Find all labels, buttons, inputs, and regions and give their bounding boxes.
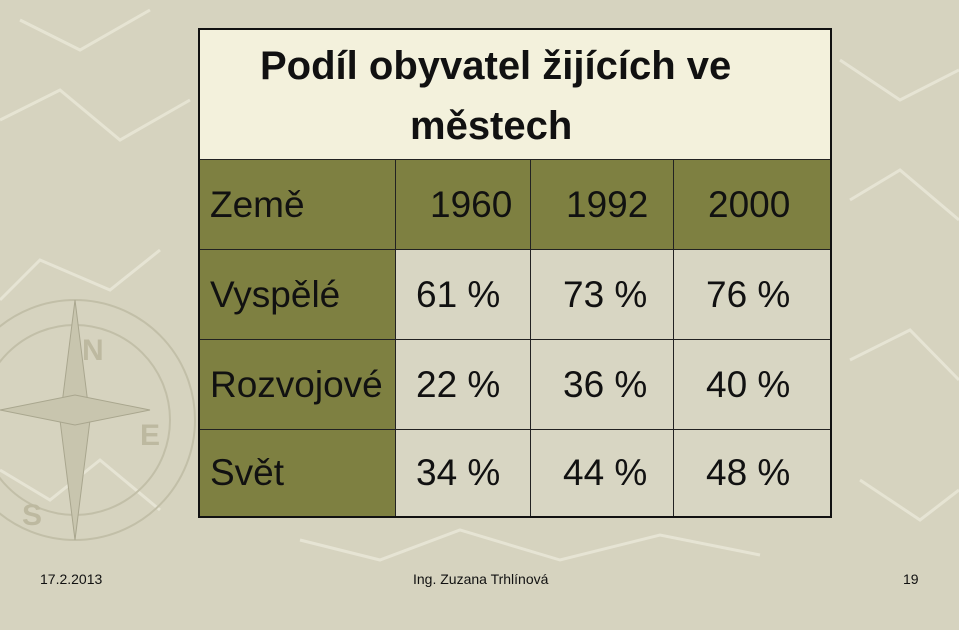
footer-page-number: 19 [903,571,919,587]
header-cell-1992: 1992 [531,160,674,250]
slide-title-line-1: Podíl obyvatel žijících ve [260,44,732,88]
row-label-cell: Rozvojové [200,340,396,430]
header-cell-1960: 1960 [396,160,531,250]
table-row: Rozvojové 22 % 36 % 40 % [200,340,830,430]
urban-population-table: Podíl obyvatel žijících ve městech Země … [198,28,832,518]
header-label: 1960 [430,183,513,225]
value-text: 36 % [563,363,648,405]
header-cell-country: Země [200,160,396,250]
svg-text:S: S [22,499,42,532]
value-text: 61 % [416,273,501,315]
value-text: 48 % [706,452,791,493]
value-cell: 44 % [531,430,674,516]
svg-text:N: N [82,334,104,367]
value-text: 73 % [563,273,648,315]
value-cell: 61 % [396,250,531,340]
header-label: 1992 [566,183,649,225]
row-label-cell: Vyspělé [200,250,396,340]
footer-author: Ing. Zuzana Trhlínová [413,571,549,587]
table-row: Vyspělé 61 % 73 % 76 % [200,250,830,340]
header-label: Země [210,183,305,225]
table-row: Svět 34 % 44 % 48 % [200,430,830,516]
slide-title-line-2: městech [410,104,573,148]
value-cell: 40 % [674,340,830,430]
header-cell-2000: 2000 [674,160,830,250]
value-cell: 76 % [674,250,830,340]
svg-text:E: E [140,419,160,452]
table-title-cell: Podíl obyvatel žijících ve městech [200,30,830,160]
row-label: Svět [210,452,285,493]
value-text: 34 % [416,452,501,493]
row-label: Vyspělé [210,273,341,315]
value-text: 44 % [563,452,648,493]
value-cell: 73 % [531,250,674,340]
value-text: 22 % [416,363,501,405]
value-cell: 34 % [396,430,531,516]
row-label-cell: Svět [200,430,396,516]
value-cell: 48 % [674,430,830,516]
table-header-row: Země 1960 1992 2000 [200,160,830,250]
value-text: 76 % [706,273,791,315]
value-cell: 22 % [396,340,531,430]
value-text: 40 % [706,363,791,405]
header-label: 2000 [708,183,791,225]
footer-date: 17.2.2013 [40,571,103,587]
value-cell: 36 % [531,340,674,430]
row-label: Rozvojové [210,363,383,405]
